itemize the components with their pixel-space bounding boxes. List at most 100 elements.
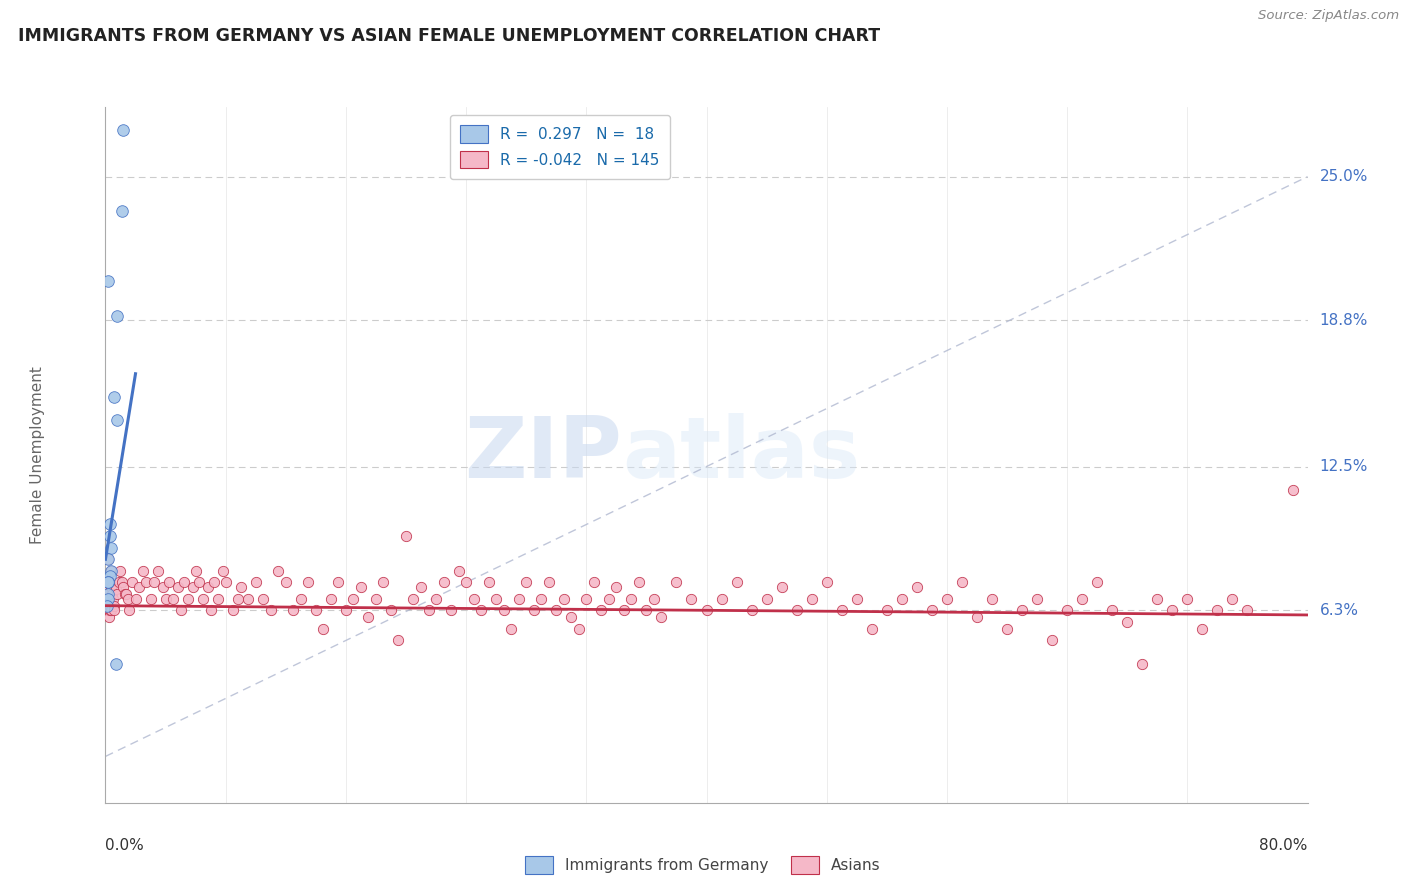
Point bbox=[297, 575, 319, 590]
Point bbox=[1040, 633, 1063, 648]
Text: atlas: atlas bbox=[623, 413, 860, 497]
Point bbox=[1116, 615, 1139, 629]
Point bbox=[101, 587, 124, 601]
Point bbox=[98, 603, 121, 617]
Point bbox=[107, 587, 129, 601]
Point bbox=[245, 575, 267, 590]
Point bbox=[155, 591, 177, 606]
Point bbox=[169, 603, 191, 617]
Point bbox=[342, 591, 364, 606]
Point bbox=[97, 591, 120, 606]
Point bbox=[357, 610, 380, 624]
Point bbox=[100, 564, 122, 578]
Point bbox=[97, 274, 120, 288]
Point bbox=[117, 591, 139, 606]
Text: Female Unemployment: Female Unemployment bbox=[31, 366, 45, 544]
Point bbox=[107, 413, 129, 427]
Text: 25.0%: 25.0% bbox=[1320, 169, 1368, 184]
Point bbox=[380, 603, 402, 617]
Text: 80.0%: 80.0% bbox=[1260, 838, 1308, 853]
Point bbox=[845, 591, 868, 606]
Point bbox=[202, 575, 225, 590]
Point bbox=[627, 575, 650, 590]
Point bbox=[575, 591, 598, 606]
Point bbox=[425, 591, 447, 606]
Point bbox=[96, 591, 118, 606]
Point bbox=[104, 657, 127, 671]
Point bbox=[110, 564, 132, 578]
Point bbox=[328, 575, 350, 590]
Point bbox=[100, 603, 122, 617]
Point bbox=[142, 575, 165, 590]
Point bbox=[786, 603, 808, 617]
Point bbox=[319, 591, 342, 606]
Point bbox=[905, 580, 928, 594]
Point bbox=[96, 599, 118, 613]
Point bbox=[97, 603, 120, 617]
Point bbox=[305, 603, 328, 617]
Point bbox=[1011, 603, 1033, 617]
Point bbox=[890, 591, 912, 606]
Point bbox=[226, 591, 249, 606]
Point bbox=[111, 575, 134, 590]
Point bbox=[447, 564, 470, 578]
Point bbox=[290, 591, 312, 606]
Point bbox=[124, 591, 146, 606]
Text: 18.8%: 18.8% bbox=[1320, 313, 1368, 328]
Point bbox=[1222, 591, 1244, 606]
Point bbox=[104, 582, 127, 597]
Point bbox=[100, 564, 122, 578]
Point bbox=[636, 603, 658, 617]
Point bbox=[981, 591, 1004, 606]
Point bbox=[98, 610, 121, 624]
Point bbox=[98, 599, 121, 613]
Point bbox=[135, 575, 157, 590]
Point bbox=[162, 591, 184, 606]
Legend: Immigrants from Germany, Asians: Immigrants from Germany, Asians bbox=[519, 850, 887, 880]
Point bbox=[470, 603, 492, 617]
Point bbox=[173, 575, 195, 590]
Point bbox=[112, 580, 135, 594]
Point bbox=[96, 599, 118, 613]
Point bbox=[211, 564, 233, 578]
Text: 0.0%: 0.0% bbox=[105, 838, 145, 853]
Point bbox=[620, 591, 643, 606]
Point bbox=[432, 575, 454, 590]
Text: 6.3%: 6.3% bbox=[1320, 603, 1358, 618]
Point bbox=[98, 529, 121, 543]
Point bbox=[197, 580, 219, 594]
Point bbox=[229, 580, 252, 594]
Legend: R =  0.297   N =  18, R = -0.042   N = 145: R = 0.297 N = 18, R = -0.042 N = 145 bbox=[450, 115, 671, 179]
Point bbox=[1071, 591, 1094, 606]
Point bbox=[121, 575, 143, 590]
Point bbox=[770, 580, 793, 594]
Point bbox=[463, 591, 485, 606]
Point bbox=[696, 603, 718, 617]
Point bbox=[97, 575, 120, 590]
Point bbox=[582, 575, 605, 590]
Point bbox=[605, 580, 627, 594]
Point bbox=[98, 568, 121, 582]
Point bbox=[591, 603, 613, 617]
Point bbox=[118, 603, 141, 617]
Point bbox=[560, 610, 582, 624]
Point bbox=[200, 603, 222, 617]
Point bbox=[97, 552, 120, 566]
Point bbox=[1206, 603, 1229, 617]
Point bbox=[876, 603, 898, 617]
Point bbox=[114, 587, 136, 601]
Point bbox=[108, 575, 131, 590]
Point bbox=[103, 390, 125, 404]
Point bbox=[950, 575, 973, 590]
Point bbox=[860, 622, 883, 636]
Point bbox=[800, 591, 823, 606]
Point bbox=[492, 603, 515, 617]
Point bbox=[312, 622, 335, 636]
Point bbox=[222, 603, 245, 617]
Point bbox=[530, 591, 553, 606]
Point bbox=[966, 610, 988, 624]
Point bbox=[238, 591, 260, 606]
Point bbox=[755, 591, 778, 606]
Point bbox=[335, 603, 357, 617]
Point bbox=[373, 575, 395, 590]
